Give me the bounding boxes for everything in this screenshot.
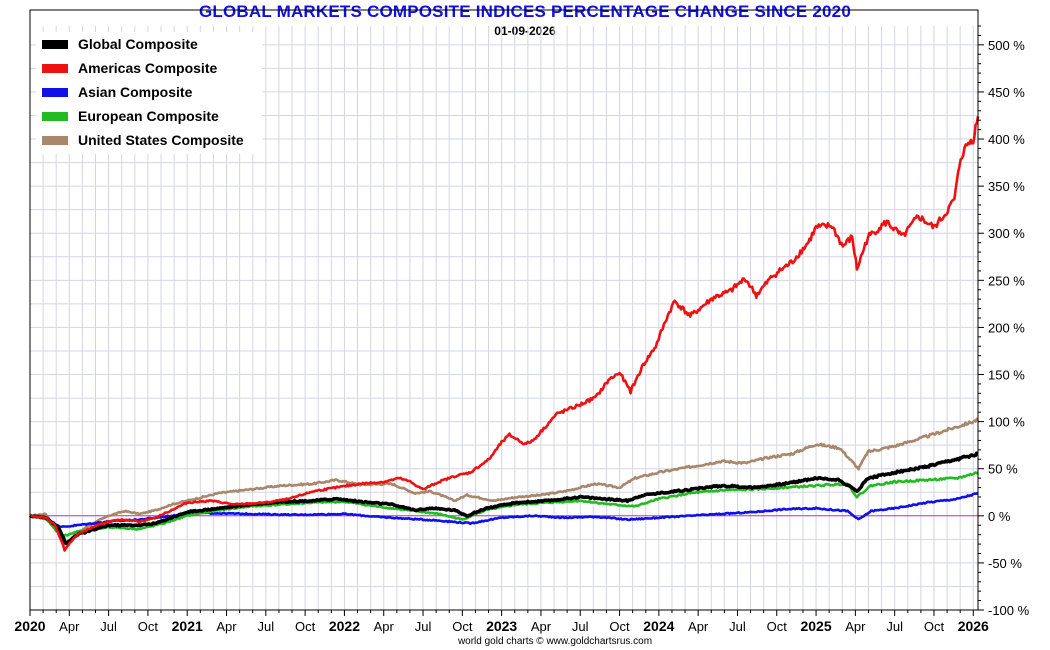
legend-label: United States Composite xyxy=(78,132,244,148)
x-tick-label: Jul xyxy=(100,619,117,634)
y-tick-label: 500 % xyxy=(988,38,1025,53)
y-tick-label: 300 % xyxy=(988,226,1025,241)
legend-swatch xyxy=(42,135,68,145)
x-tick-label: 2022 xyxy=(329,618,360,634)
x-tick-label: 2026 xyxy=(958,618,989,634)
chart-date: 01-09-2026 xyxy=(494,24,556,38)
x-tick-label: Oct xyxy=(138,619,159,634)
x-tick-label: Oct xyxy=(609,619,630,634)
x-tick-label: Jul xyxy=(258,619,275,634)
legend-item: Asian Composite xyxy=(42,80,192,104)
x-tick-label: Oct xyxy=(767,619,788,634)
legend-item: Global Composite xyxy=(42,32,198,56)
legend-swatch xyxy=(42,87,68,97)
legend-swatch xyxy=(42,111,68,121)
y-tick-label: 150 % xyxy=(988,368,1025,383)
x-tick-label: Jul xyxy=(415,619,432,634)
y-tick-label: -100 % xyxy=(988,603,1030,618)
x-tick-label: 2025 xyxy=(800,618,831,634)
y-tick-label: 100 % xyxy=(988,415,1025,430)
x-tick-label: 2021 xyxy=(172,618,203,634)
x-tick-label: Apr xyxy=(216,619,237,634)
legend-item: Americas Composite xyxy=(42,56,217,80)
legend-label: European Composite xyxy=(78,108,219,124)
x-tick-label: Oct xyxy=(452,619,473,634)
x-tick-label: Jul xyxy=(572,619,589,634)
y-axis-labels: -100 % -50 % 0 % 50 % 100 % 150 % 200 % 250 % 30… xyxy=(988,38,1030,618)
x-tick-label: 2020 xyxy=(14,618,45,634)
series-lines xyxy=(28,116,980,552)
x-tick-label: 2024 xyxy=(643,618,674,634)
y-tick-label: 250 % xyxy=(988,273,1025,288)
legend-label: Global Composite xyxy=(78,36,198,52)
y-tick-label: 350 % xyxy=(988,179,1025,194)
series-line-global-composite xyxy=(28,451,979,546)
y-tick-label: 0 % xyxy=(988,509,1011,524)
plot-frame xyxy=(29,9,979,611)
series-line-united-states-composite xyxy=(29,417,979,546)
x-tick-label: Oct xyxy=(295,619,316,634)
chart-title: GLOBAL MARKETS COMPOSITE INDICES PERCENT… xyxy=(199,2,851,21)
y-tick-label: 450 % xyxy=(988,85,1025,100)
y-tick-label: 200 % xyxy=(988,320,1025,335)
x-tick-label: 2023 xyxy=(486,618,517,634)
x-tick-label: Jul xyxy=(886,619,903,634)
legend-swatch xyxy=(42,63,68,73)
x-tick-label: Apr xyxy=(59,619,80,634)
y-tick-label: -50 % xyxy=(988,556,1022,571)
x-tick-label: Jul xyxy=(729,619,746,634)
legend-swatch xyxy=(42,39,68,49)
axes xyxy=(29,9,984,616)
series-line-americas-composite xyxy=(29,116,980,552)
x-tick-label: Apr xyxy=(688,619,709,634)
x-axis-labels: 2020 Apr Jul Oct 2021 Apr Jul Oct 2022 Apr Jul Oct 2… xyxy=(14,618,989,634)
x-tick-label: Apr xyxy=(531,619,552,634)
y-tick-label: 50 % xyxy=(988,462,1018,477)
legend: Global Composite Americas Composite Asian … xyxy=(36,32,262,154)
legend-item: European Composite xyxy=(42,104,219,128)
x-tick-label: Oct xyxy=(924,619,945,634)
footer-credit: world gold charts © www.goldchartsrus.co… xyxy=(457,636,653,647)
x-tick-label: Apr xyxy=(845,619,866,634)
series-line-european-composite xyxy=(29,471,979,539)
x-tick-label: Apr xyxy=(374,619,395,634)
y-tick-label: 400 % xyxy=(988,132,1025,147)
legend-item: United States Composite xyxy=(42,128,244,152)
legend-label: Asian Composite xyxy=(78,84,193,100)
legend-label: Americas Composite xyxy=(78,60,218,76)
